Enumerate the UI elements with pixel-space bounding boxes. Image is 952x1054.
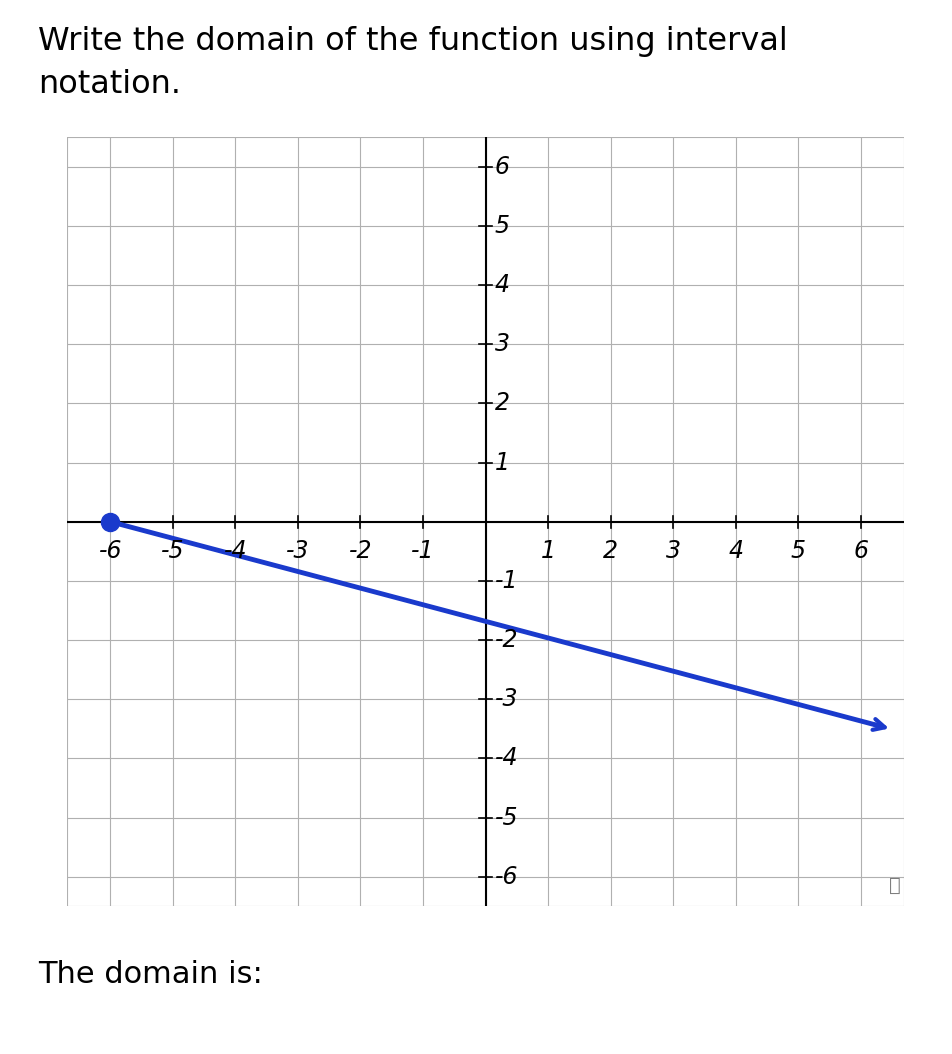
Text: -6: -6 [495, 865, 519, 889]
FancyBboxPatch shape [254, 939, 945, 1027]
Text: -1: -1 [411, 540, 435, 564]
Text: -3: -3 [287, 540, 309, 564]
Text: Write the domain of the function using interval: Write the domain of the function using i… [38, 26, 788, 57]
Text: 🔍: 🔍 [889, 876, 901, 895]
Text: -2: -2 [495, 628, 519, 652]
Text: -5: -5 [495, 805, 519, 829]
Text: -6: -6 [99, 540, 122, 564]
Text: -4: -4 [495, 746, 519, 770]
Text: 6: 6 [853, 540, 868, 564]
Text: 1: 1 [495, 450, 510, 474]
Text: 4: 4 [495, 273, 510, 297]
Text: 1: 1 [541, 540, 556, 564]
Text: -4: -4 [224, 540, 248, 564]
Text: 3: 3 [495, 332, 510, 356]
Text: -3: -3 [495, 687, 519, 711]
Text: The domain is:: The domain is: [38, 960, 263, 990]
Text: notation.: notation. [38, 69, 181, 99]
Text: -5: -5 [161, 540, 185, 564]
Text: -2: -2 [348, 540, 372, 564]
Text: 2: 2 [603, 540, 618, 564]
Text: 6: 6 [495, 155, 510, 178]
Text: 3: 3 [665, 540, 681, 564]
Text: 4: 4 [728, 540, 744, 564]
Text: -1: -1 [495, 569, 519, 593]
Text: 5: 5 [790, 540, 805, 564]
Text: 2: 2 [495, 391, 510, 415]
Text: 5: 5 [495, 214, 510, 238]
